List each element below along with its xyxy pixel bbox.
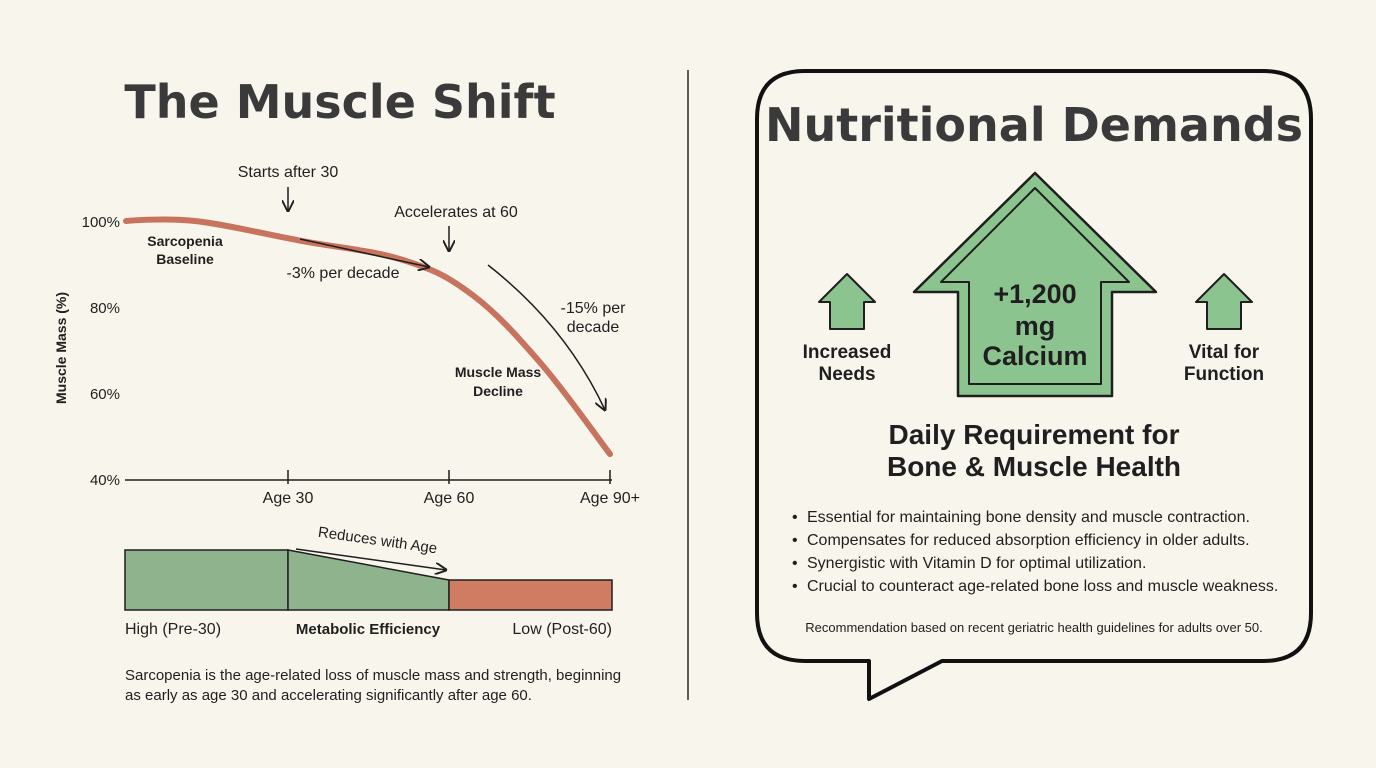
annotation-starts: Starts after 30: [238, 164, 339, 181]
y-tick-label: 80%: [90, 300, 120, 317]
y-tick-label: 100%: [82, 214, 120, 231]
benefits-list: • Essential for maintaining bone density…: [792, 509, 1278, 595]
right-title: Nutritional Demands: [765, 98, 1303, 152]
x-tick-label: Age 60: [424, 490, 475, 507]
y-axis-label: Muscle Mass (%): [53, 292, 69, 404]
vital-function-line2: Function: [1184, 364, 1264, 385]
speech-bubble-panel: [755, 69, 1313, 701]
annotation-decline-1: Muscle Mass: [455, 364, 542, 380]
calcium-arrow-icon: [912, 171, 1158, 398]
vital-function-arrow-icon: [1195, 273, 1253, 330]
annotation-baseline-2: Baseline: [156, 251, 214, 267]
x-tick-label: Age 30: [263, 490, 314, 507]
annotation-baseline-1: Sarcopenia: [147, 233, 223, 249]
annotation-accelerates: Accelerates at 60: [394, 204, 518, 221]
vital-function-line1: Vital for: [1189, 342, 1260, 363]
calcium-unit: mg: [1015, 311, 1056, 341]
y-tick-label: 60%: [90, 386, 120, 403]
rate-arrow-1: [299, 238, 429, 267]
caption-line-2: as early as age 30 and accelerating sign…: [125, 687, 532, 704]
annotation-decline-2: Decline: [473, 383, 523, 399]
bullet-dot: •: [792, 555, 798, 572]
annotation-rate-1: -3% per decade: [287, 265, 400, 282]
bullet-dot: •: [792, 578, 798, 595]
requirement-heading-2: Bone & Muscle Health: [887, 451, 1181, 482]
annotation-rate-2-line1: -15% per: [561, 300, 627, 317]
bullet-item: Crucial to counteract age-related bone l…: [807, 578, 1278, 595]
bullet-item: Synergistic with Vitamin D for optimal u…: [807, 555, 1146, 572]
increased-needs-arrow-icon: [818, 273, 876, 330]
metabolic-center-label: Metabolic Efficiency: [296, 621, 441, 638]
footnote: Recommendation based on recent geriatric…: [805, 620, 1262, 635]
requirement-heading-1: Daily Requirement for: [889, 419, 1180, 450]
bullet-dot: •: [792, 532, 798, 549]
muscle-mass-curve: [123, 216, 613, 458]
rate-arrow-2: [487, 264, 605, 410]
bullet-item: Essential for maintaining bone density a…: [807, 509, 1250, 526]
left-title: The Muscle Shift: [124, 75, 555, 129]
increased-needs-line2: Needs: [818, 364, 875, 385]
calcium-label: Calcium: [982, 341, 1087, 371]
metabolic-high-segment: [124, 549, 289, 611]
reduces-label: Reduces with Age: [317, 524, 438, 558]
muscle-chart: 100% 80% 60% 40% Muscle Mass (%) Age 30 …: [53, 214, 640, 507]
metabolic-high-label: High (Pre-30): [125, 621, 221, 638]
metabolic-efficiency-bar: [124, 549, 613, 611]
calcium-arrow-inner-outline: [940, 187, 1130, 385]
caption-line-1: Sarcopenia is the age-related loss of mu…: [125, 667, 621, 684]
annotation-rate-2-line2: decade: [567, 319, 620, 336]
bullet-dot: •: [792, 509, 798, 526]
calcium-amount: +1,200: [993, 279, 1076, 309]
reduces-arrow: [295, 548, 446, 570]
increased-needs-line1: Increased: [803, 342, 892, 363]
bullet-item: Compensates for reduced absorption effic…: [807, 532, 1250, 549]
x-tick-label: Age 90+: [580, 490, 640, 507]
metabolic-low-segment: [448, 579, 613, 611]
metabolic-low-label: Low (Post-60): [512, 621, 612, 638]
y-tick-label: 40%: [90, 472, 120, 489]
